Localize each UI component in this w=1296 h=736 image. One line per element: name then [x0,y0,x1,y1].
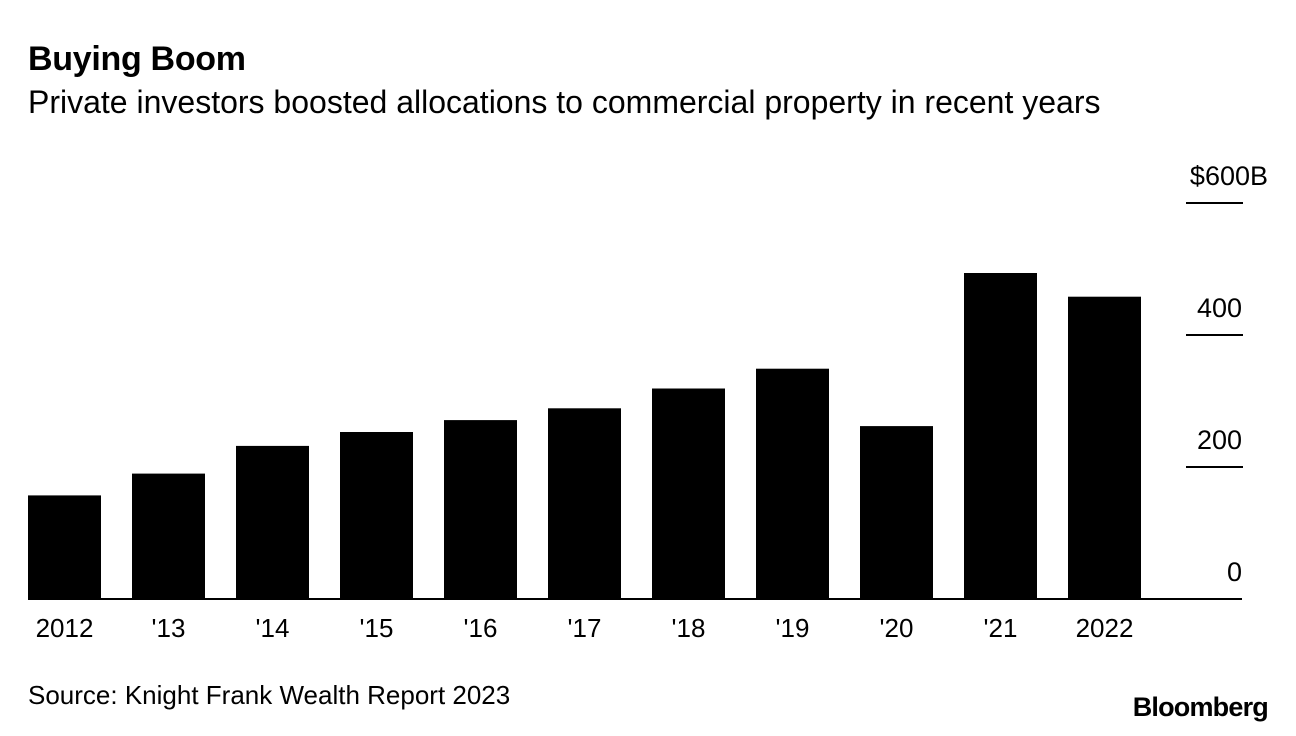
bar-15 [340,432,413,599]
x-tick-label: '14 [256,613,290,643]
x-tick-label: '17 [568,613,602,643]
x-tick-label: '15 [360,613,394,643]
x-tick-label: '20 [880,613,914,643]
bar-17 [548,408,621,599]
chart-title: Buying Boom [28,40,246,78]
x-axis-labels: 2012 '13 '14 '15 '16 '17 '18 '19 '20 '21 2022 [36,613,1134,643]
source-note: Source: Knight Frank Wealth Report 2023 [28,680,511,710]
chart-subtitle: Private investors boosted allocations to… [28,84,1101,120]
bar-19 [756,368,829,599]
bar-14 [236,445,309,599]
x-tick-label: '16 [464,613,498,643]
bar-13 [132,473,205,599]
bar-2022 [1068,296,1141,599]
x-tick-label: '18 [672,613,706,643]
x-tick-label: 2022 [1076,613,1134,643]
x-tick-label: '21 [984,613,1018,643]
y-tick-label: 0 [1227,557,1242,587]
bar-21 [964,273,1037,599]
bloomberg-logo: Bloomberg [1132,692,1269,722]
y-tick-label: $600B [1190,161,1268,191]
x-tick-label: '13 [152,613,186,643]
bar-18 [652,388,725,599]
y-axis: 0 200 400 $600B [1186,161,1268,587]
y-tick-label: 200 [1197,425,1242,455]
x-tick-label: 2012 [36,613,94,643]
bar-20 [860,426,933,599]
bar-2012 [28,495,101,599]
bars-group [28,273,1141,599]
x-tick-label: '19 [776,613,810,643]
y-tick-label: 400 [1197,293,1242,323]
bar-16 [444,420,517,599]
